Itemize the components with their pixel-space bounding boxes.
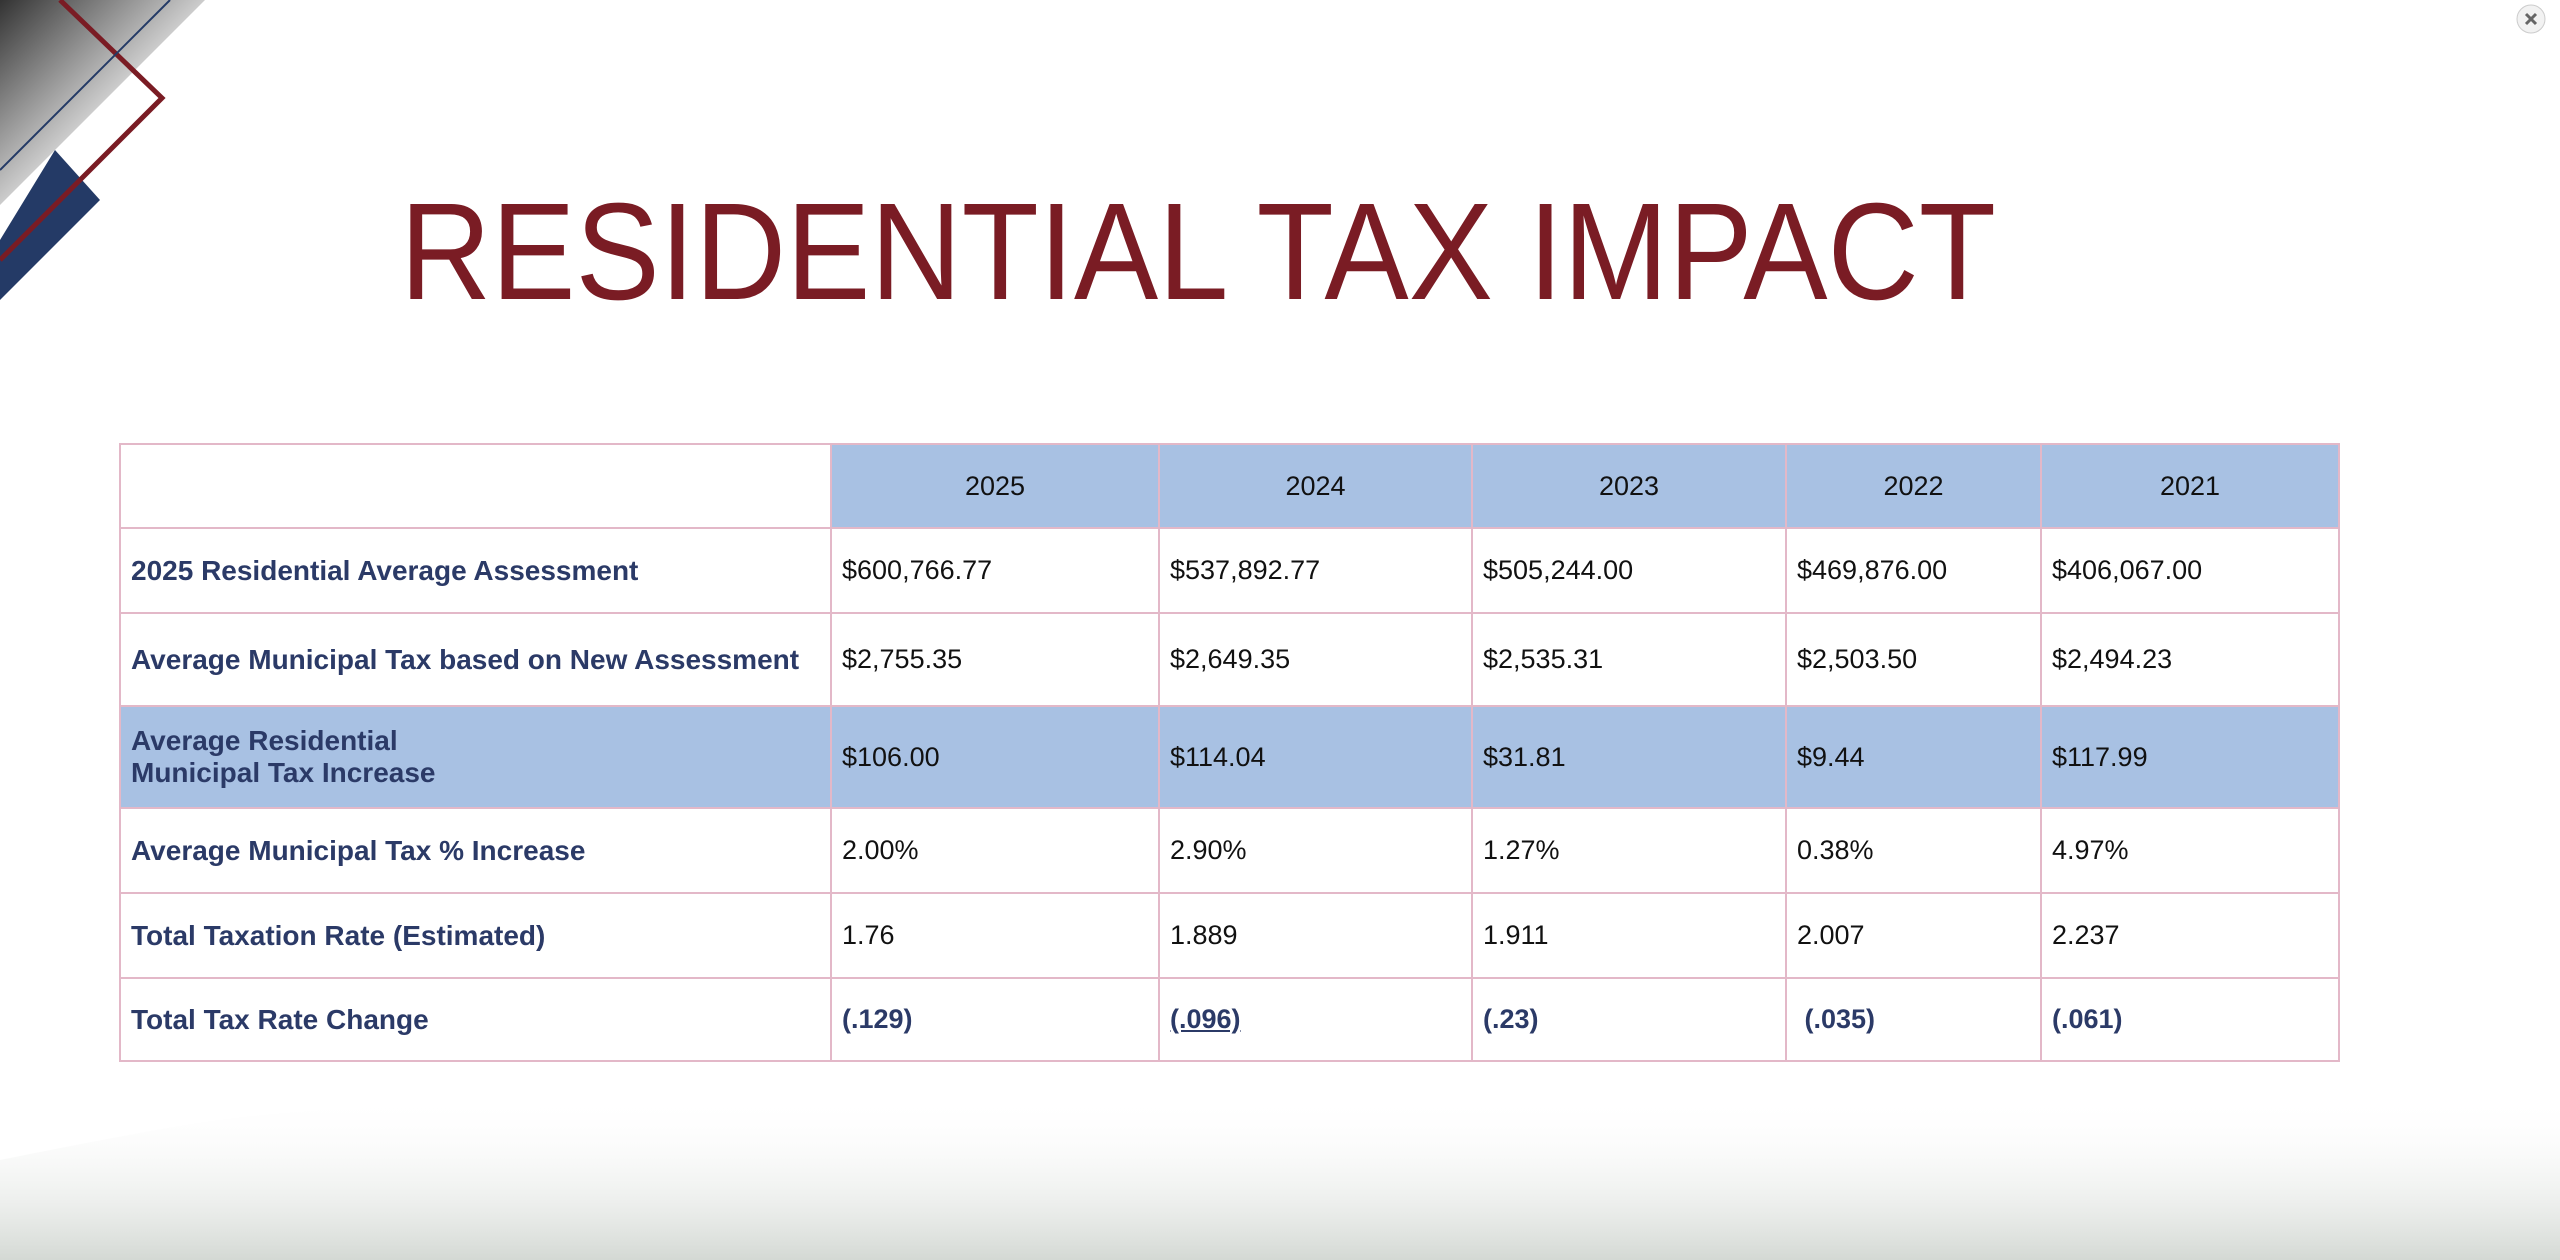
year-header: 2022 (1785, 443, 2042, 529)
value-cell: $114.04 (1158, 705, 1473, 809)
row-label: 2025 Residential Average Assessment (119, 527, 832, 614)
value-cell: $2,649.35 (1158, 612, 1473, 707)
year-header: 2023 (1471, 443, 1787, 529)
corner-line (0, 0, 171, 171)
value-cell: 2.00% (830, 807, 1160, 894)
label-line: Average Municipal Tax % Increase (131, 834, 586, 866)
value-cell: (.129) (830, 977, 1160, 1062)
value-cell: $31.81 (1471, 705, 1787, 809)
year-header: 2024 (1158, 443, 1473, 529)
row-label: Average Residential Municipal Tax Increas… (119, 705, 832, 809)
year-header: 2025 (830, 443, 1160, 529)
title-area: RESIDENTIAL TAX IMPACT (400, 175, 1996, 329)
value-cell: $2,494.23 (2040, 612, 2340, 707)
corner-shape (0, 0, 205, 205)
value-cell: 0.38% (1785, 807, 2042, 894)
label-line: Total Taxation Rate (Estimated) (131, 919, 546, 951)
year-header: 2021 (2040, 443, 2340, 529)
tax-table: 2025 2024 2023 2022 2021 2025 Residential Av… (119, 443, 2340, 1062)
value-cell: 4.97% (2040, 807, 2340, 894)
value-cell: $469,876.00 (1785, 527, 2042, 614)
value-cell: (.23) (1471, 977, 1787, 1062)
value-cell: $117.99 (2040, 705, 2340, 809)
value-cell: (.035) (1785, 977, 2042, 1062)
value-cell: 1.911 (1471, 892, 1787, 979)
label-line: Average Municipal Tax based on New Asses… (131, 643, 800, 675)
value-cell: $2,535.31 (1471, 612, 1787, 707)
value-cell: $2,503.50 (1785, 612, 2042, 707)
value-cell: $600,766.77 (830, 527, 1160, 614)
value-cell: $2,755.35 (830, 612, 1160, 707)
corner-cell (119, 443, 832, 529)
label-line: Municipal Tax Increase (131, 757, 436, 788)
table-row: Average Municipal Tax % Increase 2.00% 2.9… (119, 807, 2340, 894)
row-label: Average Municipal Tax % Increase (119, 807, 832, 894)
value-cell: 2.90% (1158, 807, 1473, 894)
value-cell: $406,067.00 (2040, 527, 2340, 614)
landscape (0, 1095, 2560, 1260)
value-cell: 2.237 (2040, 892, 2340, 979)
value-cell: 1.889 (1158, 892, 1473, 979)
value-cell: 2.007 (1785, 892, 2042, 979)
row-label: Total Taxation Rate (Estimated) (119, 892, 832, 979)
label-line: 2025 Residential Average Assessment (131, 554, 639, 586)
row-label: Average Municipal Tax based on New Asses… (119, 612, 832, 707)
table-row: Total Tax Rate Change (.129) (.096) (.23) (… (119, 977, 2340, 1062)
row-label: Total Tax Rate Change (119, 977, 832, 1062)
label-line: Average Residential (131, 725, 398, 756)
slide-title: RESIDENTIAL TAX IMPACT (400, 175, 1996, 329)
value-cell: (.096) (1158, 977, 1473, 1062)
value-cell: $106.00 (830, 705, 1160, 809)
table-row: 2025 Residential Average Assessment $600,… (119, 527, 2340, 614)
corner-line (0, 0, 166, 262)
value-cell: 1.76 (830, 892, 1160, 979)
table-row: Average Municipal Tax based on New Asses… (119, 612, 2340, 707)
value-cell: (.061) (2040, 977, 2340, 1062)
table-row: Average Residential Municipal Tax Increas… (119, 705, 2340, 809)
table-row: Total Taxation Rate (Estimated) 1.76 1.889… (119, 892, 2340, 979)
label-line: Total Tax Rate Change (131, 1003, 429, 1035)
close-button[interactable] (2516, 4, 2546, 34)
value-cell: $505,244.00 (1471, 527, 1787, 614)
header-row: 2025 2024 2023 2022 2021 (119, 443, 2340, 529)
value-cell: $537,892.77 (1158, 527, 1473, 614)
value-cell: $9.44 (1785, 705, 2042, 809)
value-cell: 1.27% (1471, 807, 1787, 894)
